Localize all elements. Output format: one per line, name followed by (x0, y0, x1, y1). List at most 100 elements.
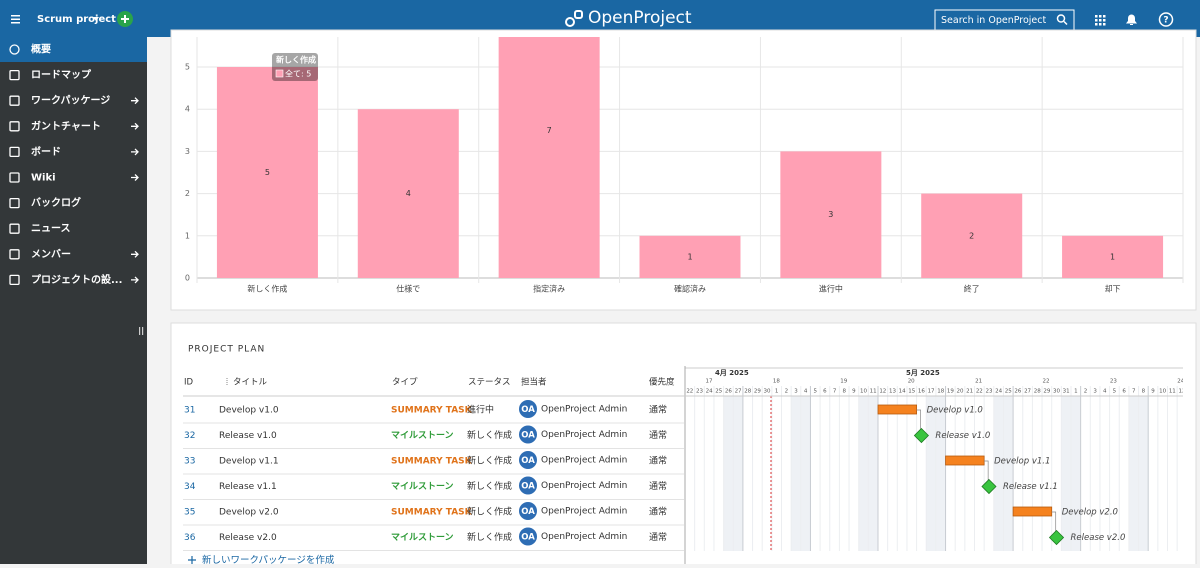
row-status: 新しく作成 (467, 480, 512, 492)
sidebar-icon (9, 95, 20, 106)
day-label: 13 (889, 389, 896, 395)
weekend (935, 396, 946, 551)
week-label: 20 (908, 379, 915, 385)
row-id[interactable]: 33 (184, 457, 195, 467)
x-tick-label: 終了 (964, 284, 980, 294)
row-priority: 通常 (649, 480, 667, 492)
bar (921, 193, 1023, 278)
milestone[interactable] (913, 427, 929, 444)
day-label: 25 (1005, 389, 1012, 395)
sidebar-item[interactable]: Wiki (31, 173, 56, 184)
search-placeholder: Search in OpenProject (941, 15, 1046, 26)
row-id[interactable]: 35 (184, 508, 195, 518)
sidebar-item[interactable]: ロードマップ (31, 68, 92, 81)
day-label: 11 (1169, 389, 1176, 395)
sidebar-icon (9, 44, 20, 55)
row-assignee: OpenProject Admin (541, 532, 627, 542)
avatar-initials: OA (521, 533, 535, 543)
row-id[interactable]: 34 (184, 482, 196, 492)
milestone[interactable] (981, 478, 997, 495)
milestone[interactable] (1048, 529, 1065, 546)
bar (216, 67, 318, 278)
plan-title: PROJECT PLAN (188, 345, 265, 355)
avatar (519, 400, 537, 418)
help-button[interactable] (1158, 12, 1174, 27)
sidebar-arrow (131, 174, 139, 181)
month-label: 5月 2025 (906, 369, 940, 377)
sidebar-arrow (131, 148, 139, 156)
row-status: 新しく作成 (467, 429, 512, 441)
avatar-initials: OA (521, 482, 535, 492)
sidebar-arrow (131, 276, 139, 284)
sidebar-item[interactable]: ワークパッケージ (31, 95, 110, 107)
gantt-label: Release v1.0 (935, 431, 990, 441)
weekend (993, 396, 1004, 551)
sidebar-item[interactable]: ニュース (31, 223, 71, 235)
bar-label: 3 (828, 210, 833, 219)
menu-button[interactable] (11, 15, 20, 24)
row-title[interactable]: Release v1.0 (219, 431, 277, 441)
row-assignee: OpenProject Admin (541, 430, 627, 440)
sidebar-item[interactable]: メンバー (31, 248, 71, 260)
row-title[interactable]: Release v1.1 (219, 482, 277, 492)
avatar (519, 476, 537, 495)
gantt-connector (1051, 511, 1057, 534)
weekend (800, 396, 811, 551)
y-tick-label: 1 (185, 231, 190, 240)
row-status: 新しく作成 (467, 531, 512, 543)
day-label: 10 (1159, 389, 1166, 395)
sidebar-icon (9, 146, 20, 158)
gantt-bar[interactable] (877, 404, 917, 415)
day-label: 6 (823, 389, 827, 395)
create-icon (188, 556, 196, 564)
day-label: 23 (696, 389, 703, 395)
modules-button[interactable] (1095, 15, 1106, 26)
project-select[interactable]: Scrum project (37, 14, 116, 25)
day-label: 6 (1122, 389, 1126, 395)
tooltip (272, 53, 318, 81)
x-tick-label: 仕様で (396, 284, 420, 294)
sidebar-item[interactable]: ボード (31, 145, 61, 158)
day-label: 10 (860, 389, 867, 395)
row-title[interactable]: Develop v2.0 (219, 508, 279, 518)
gantt-bar[interactable] (1012, 506, 1053, 517)
row-title[interactable]: Develop v1.1 (219, 457, 279, 467)
day-label: 4 (1103, 389, 1107, 395)
day-label: 3 (794, 389, 798, 395)
row-id[interactable]: 32 (184, 431, 195, 441)
sidebar-item[interactable]: ガントチャート (31, 119, 101, 132)
day-label: 12 (879, 389, 886, 395)
sidebar-item[interactable]: 概要 (31, 43, 51, 56)
day-label: 29 (754, 389, 761, 395)
row-id[interactable]: 31 (184, 406, 195, 416)
sidebar-item[interactable]: バックログ (31, 196, 81, 209)
day-label: 22 (976, 389, 983, 395)
bar (498, 37, 600, 278)
sidebar-arrow (131, 97, 139, 105)
row-type: SUMMARY TASK (391, 508, 473, 518)
x-tick-label: 指定済み (533, 284, 565, 294)
avatar (519, 527, 537, 546)
resize-handle[interactable] (139, 327, 141, 335)
bar-label: 4 (406, 189, 411, 198)
avatar-initials: OA (521, 431, 535, 441)
gantt: 22 23 24 25 26 27 28 29 30 1 2 3 4 5 6 7 8 9 10 11 12 13 14 15 1… (685, 367, 1183, 551)
x-tick-label: 進行中 (819, 284, 843, 294)
gantt-bar[interactable] (945, 455, 985, 466)
day-label: 7 (833, 389, 837, 395)
create-link[interactable]: 新しいワークパッケージを作成 (202, 554, 335, 566)
weekend (791, 396, 801, 551)
notifications-button[interactable] (1126, 14, 1137, 25)
day-label: 5 (1113, 389, 1117, 395)
row-id[interactable]: 36 (184, 533, 196, 543)
row-title[interactable]: Release v2.0 (219, 533, 277, 543)
row-title[interactable]: Develop v1.0 (219, 406, 279, 416)
sidebar-item[interactable]: プロジェクトの設... (31, 273, 122, 286)
resize-handle[interactable] (142, 327, 144, 335)
day-label: 4 (804, 389, 808, 395)
weekend (1128, 396, 1139, 551)
row-status: 進行中 (467, 404, 494, 416)
day-label: 26 (1014, 389, 1021, 395)
row-type: SUMMARY TASK (391, 457, 473, 467)
